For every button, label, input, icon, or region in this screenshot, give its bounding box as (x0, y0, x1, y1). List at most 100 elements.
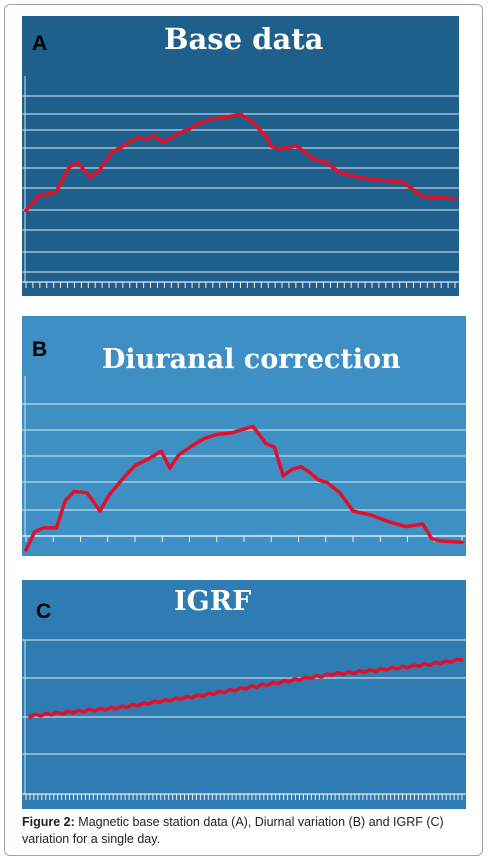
chart-c-data-point (287, 679, 291, 683)
chart-a-data-point (436, 195, 440, 199)
chart-a-data-point (88, 175, 92, 179)
chart-b-data-point (85, 491, 89, 495)
chart-c-data-point (417, 664, 421, 668)
chart-b-data-point (338, 491, 342, 495)
chart-b-data-point (272, 445, 277, 449)
chart-c-svg (22, 580, 466, 809)
caption-text: Magnetic base station data (A), Diurnal … (22, 815, 444, 846)
chart-b-data-point (290, 467, 294, 471)
chart-a-data-point (118, 145, 122, 150)
chart-a-data-point (37, 194, 41, 198)
chart-a-data-point (178, 130, 183, 135)
chart-c-background (22, 580, 466, 809)
chart-a-data-point (260, 130, 264, 135)
caption-label: Figure 2: (22, 815, 75, 829)
chart-a-data-point (264, 134, 268, 138)
chart-a-title: Base data (164, 22, 324, 56)
chart-b-svg (22, 316, 466, 556)
chart-a-data-point (161, 140, 165, 145)
chart-a-data-point (170, 135, 174, 140)
chart-c-data-point (244, 686, 248, 690)
chart-a-data-point (453, 197, 457, 201)
chart-b-data-point (429, 536, 434, 540)
chart-b-data-point (98, 509, 102, 513)
chart-b-data-point (251, 424, 255, 429)
chart-b-data-point (460, 540, 464, 544)
chart-b-background (22, 316, 466, 556)
chart-b-data-point (281, 474, 285, 478)
chart-b-data-point (120, 478, 124, 482)
chart-b-data-point (41, 526, 46, 530)
chart-b-data-point (133, 463, 137, 468)
chart-c-data-point (460, 658, 464, 662)
chart-c-data-point (71, 710, 75, 714)
chart-a-data-point (427, 195, 431, 199)
chart-b-data-point (107, 493, 111, 497)
chart-b-data-point (177, 453, 181, 457)
chart-a-data-point (401, 180, 406, 184)
chart-a-data-point (303, 150, 307, 155)
chart-a-data-point (367, 177, 371, 181)
chart-panel-c: C IGRF (22, 580, 466, 809)
panel-label-c: C (36, 600, 52, 623)
chart-c-data-point (158, 700, 162, 704)
chart-b-title: Diuranal correction (102, 344, 401, 375)
chart-a-data-point (311, 157, 316, 161)
chart-a-data-point (221, 115, 225, 120)
chart-c-data-point (330, 672, 334, 676)
chart-c-data-point (28, 714, 32, 718)
chart-b-data-point (146, 457, 150, 461)
chart-a-svg (22, 16, 459, 296)
chart-b-data-point (168, 466, 172, 470)
chart-a-data-point (268, 144, 273, 148)
chart-b-data-point (351, 509, 355, 513)
chart-b-data-point (216, 432, 220, 436)
chart-c-data-point (201, 693, 205, 697)
chart-b-data-point (438, 539, 442, 543)
chart-a-data-point (75, 160, 80, 164)
chart-a-background (22, 16, 459, 296)
chart-a-data-point (135, 135, 140, 140)
chart-b-data-point (242, 427, 246, 431)
chart-c-data-point (374, 668, 378, 672)
chart-b-data-point (403, 525, 407, 529)
chart-b-data-point (33, 530, 37, 534)
chart-b-data-point (203, 436, 207, 440)
chart-a-data-point (419, 194, 423, 198)
chart-panel-a: A Base data (22, 16, 459, 296)
chart-c-title: IGRF (174, 586, 252, 617)
figure-caption: Figure 2: Magnetic base station data (A)… (22, 814, 472, 848)
chart-a-data-point (350, 174, 354, 178)
chart-b-data-point (229, 431, 233, 435)
chart-panel-b: B Diuranal correction (22, 316, 466, 556)
chart-b-data-point (368, 513, 373, 517)
chart-a-data-point (24, 208, 28, 213)
chart-b-data-point (63, 499, 67, 503)
chart-a-data-point (110, 150, 114, 155)
panel-label-b: B (32, 338, 48, 361)
chart-a-data-point (208, 117, 213, 121)
chart-a-data-point (144, 137, 148, 141)
chart-b-data-point (421, 522, 425, 526)
chart-b-data-point (159, 449, 163, 453)
chart-b-data-point (255, 430, 259, 434)
chart-a-data-point (54, 190, 58, 194)
chart-a-data-point (196, 122, 200, 126)
chart-a-data-point (187, 127, 191, 131)
chart-a-data-point (384, 179, 388, 183)
chart-b-data-point (386, 519, 390, 523)
chart-b-data-point (325, 480, 329, 484)
chart-b-data-point (54, 526, 59, 530)
chart-b-data-point (264, 441, 268, 445)
chart-b-data-point (24, 548, 28, 552)
chart-b-data-point (190, 444, 194, 448)
chart-a-data-point (251, 120, 255, 125)
chart-b-data-point (299, 465, 303, 469)
chart-a-data-point (294, 144, 298, 148)
chart-a-data-point (67, 165, 71, 169)
chart-c-data-point (114, 706, 118, 710)
chart-a-data-point (277, 147, 281, 151)
chart-a-data-point (97, 169, 101, 173)
chart-a-data-point (127, 140, 131, 145)
chart-a-data-point (337, 170, 341, 174)
